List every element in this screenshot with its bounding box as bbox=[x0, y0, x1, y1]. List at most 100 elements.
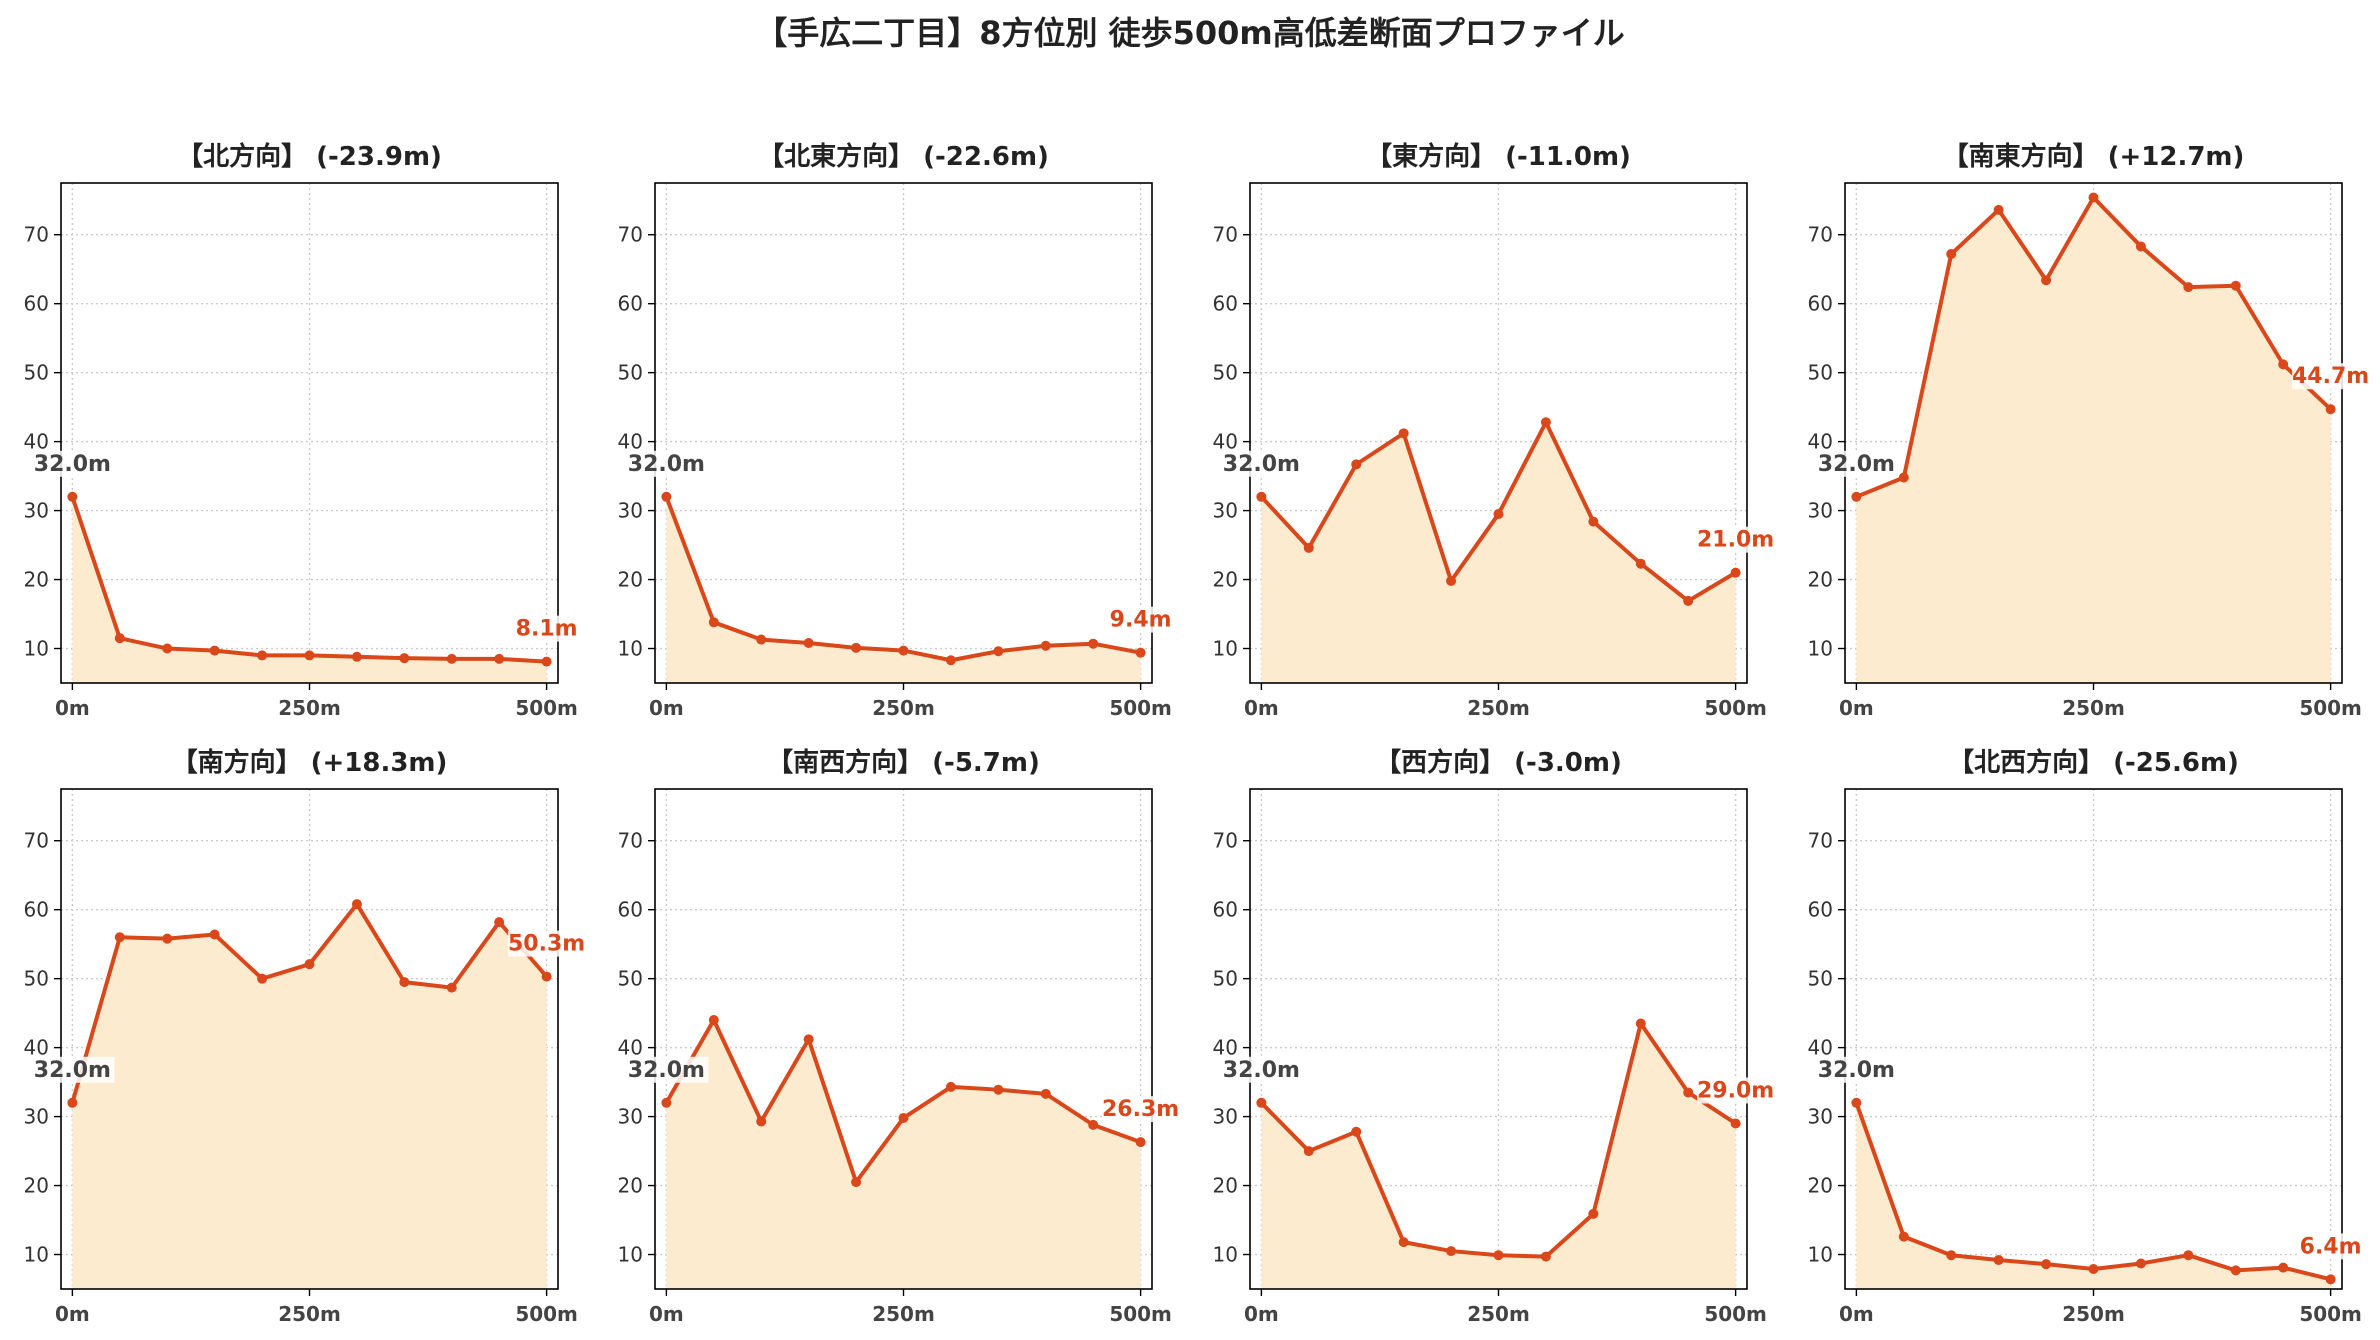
x-tick-label: 500m bbox=[515, 1302, 578, 1326]
data-point bbox=[1946, 249, 1957, 260]
data-point bbox=[2278, 359, 2289, 370]
data-point bbox=[399, 977, 410, 988]
x-tick-label: 0m bbox=[1244, 696, 1279, 720]
data-point bbox=[993, 646, 1004, 657]
data-point bbox=[2278, 1262, 2289, 1273]
y-tick-label: 50 bbox=[1213, 967, 1238, 991]
data-point bbox=[898, 645, 909, 656]
data-point bbox=[1256, 1097, 1267, 1108]
y-tick-label: 30 bbox=[24, 1105, 49, 1129]
data-point bbox=[114, 633, 125, 644]
data-point bbox=[304, 959, 315, 970]
data-point bbox=[1540, 417, 1551, 428]
y-tick-label: 20 bbox=[1213, 1174, 1238, 1198]
y-tick-label: 60 bbox=[1808, 292, 1833, 316]
data-point bbox=[162, 643, 173, 654]
data-point bbox=[945, 655, 956, 666]
data-point bbox=[67, 491, 78, 502]
y-tick-label: 60 bbox=[24, 292, 49, 316]
data-point bbox=[1351, 459, 1362, 470]
axes-frame bbox=[60, 788, 559, 1290]
panel: 【南東方向】 (+12.7m) 10 20 30 40 50 60 70 0m 250m 500m 3… bbox=[1808, 141, 2370, 720]
axes-frame bbox=[1249, 788, 1748, 1290]
data-point bbox=[945, 1081, 956, 1092]
start-label-bg bbox=[1814, 1056, 1899, 1083]
y-tick-label: 30 bbox=[1213, 499, 1238, 523]
data-point bbox=[993, 1084, 1004, 1095]
axes-frame bbox=[1844, 788, 2343, 1290]
data-point bbox=[1540, 1251, 1551, 1262]
data-point bbox=[803, 1034, 814, 1045]
data-point bbox=[1683, 595, 1694, 606]
data-point bbox=[708, 1015, 719, 1026]
panel: 【東方向】 (-11.0m) 10 20 30 40 50 60 70 0m 250m 500m 32… bbox=[1213, 141, 1775, 720]
data-point bbox=[756, 1116, 767, 1127]
y-tick-label: 20 bbox=[1808, 568, 1833, 592]
data-point bbox=[1493, 509, 1504, 520]
x-tick-label: 500m bbox=[2299, 696, 2362, 720]
data-point bbox=[1040, 640, 1051, 651]
x-tick-label: 500m bbox=[1109, 696, 1172, 720]
panel-title: 【北東方向】 (-22.6m) bbox=[758, 141, 1049, 172]
elevation-area bbox=[666, 496, 1141, 683]
data-point bbox=[851, 1177, 862, 1188]
data-point bbox=[2183, 282, 2194, 293]
data-point bbox=[446, 653, 457, 664]
axes-frame bbox=[1844, 182, 2343, 684]
y-tick-label: 40 bbox=[24, 1036, 49, 1060]
data-point bbox=[351, 651, 362, 662]
start-label-bg bbox=[624, 1056, 709, 1083]
x-tick-label: 500m bbox=[2299, 1302, 2362, 1326]
y-tick-label: 20 bbox=[618, 568, 643, 592]
start-label-bg bbox=[624, 450, 709, 477]
x-tick-label: 0m bbox=[1839, 1302, 1874, 1326]
y-tick-label: 30 bbox=[1808, 499, 1833, 523]
start-label-bg bbox=[30, 450, 115, 477]
data-point bbox=[708, 617, 719, 628]
elevation-area bbox=[666, 1020, 1141, 1289]
x-tick-label: 0m bbox=[649, 1302, 684, 1326]
x-tick-label: 250m bbox=[278, 1302, 341, 1326]
data-point bbox=[1088, 638, 1099, 649]
x-tick-label: 250m bbox=[872, 696, 935, 720]
x-tick-label: 500m bbox=[1109, 1302, 1172, 1326]
y-tick-label: 10 bbox=[1808, 637, 1833, 661]
x-tick-label: 500m bbox=[515, 696, 578, 720]
x-tick-label: 500m bbox=[1704, 1302, 1767, 1326]
data-point bbox=[2088, 192, 2099, 203]
data-point bbox=[1040, 1088, 1051, 1099]
data-point bbox=[162, 933, 173, 944]
y-tick-label: 70 bbox=[24, 223, 49, 247]
data-point bbox=[446, 982, 457, 993]
end-label-bg bbox=[1697, 1077, 1771, 1104]
data-point bbox=[1088, 1119, 1099, 1130]
elevation-area bbox=[1261, 1023, 1736, 1289]
data-point bbox=[2135, 241, 2146, 252]
panel-title: 【東方向】 (-11.0m) bbox=[1366, 141, 1631, 172]
elevation-area bbox=[72, 496, 547, 683]
data-point bbox=[541, 656, 552, 667]
y-tick-label: 60 bbox=[1213, 898, 1238, 922]
data-point bbox=[1730, 1118, 1741, 1129]
data-point bbox=[2325, 404, 2336, 415]
x-tick-label: 500m bbox=[1704, 696, 1767, 720]
data-point bbox=[1635, 1018, 1646, 1029]
y-tick-label: 20 bbox=[1808, 1174, 1833, 1198]
data-point bbox=[851, 642, 862, 653]
data-point bbox=[1398, 428, 1409, 439]
end-label: 44.7m bbox=[2292, 364, 2369, 389]
end-label-bg bbox=[2298, 1233, 2359, 1260]
data-point bbox=[2230, 280, 2241, 291]
y-tick-label: 40 bbox=[1808, 430, 1833, 454]
data-point bbox=[209, 929, 220, 940]
data-point bbox=[114, 932, 125, 943]
data-point bbox=[257, 650, 268, 661]
axes-frame bbox=[1249, 182, 1748, 684]
y-tick-label: 20 bbox=[1213, 568, 1238, 592]
x-tick-label: 0m bbox=[1839, 696, 1874, 720]
start-label: 32.0m bbox=[1223, 1058, 1300, 1083]
y-tick-label: 50 bbox=[24, 967, 49, 991]
end-label-bg bbox=[1102, 1096, 1176, 1123]
data-point bbox=[1635, 558, 1646, 569]
